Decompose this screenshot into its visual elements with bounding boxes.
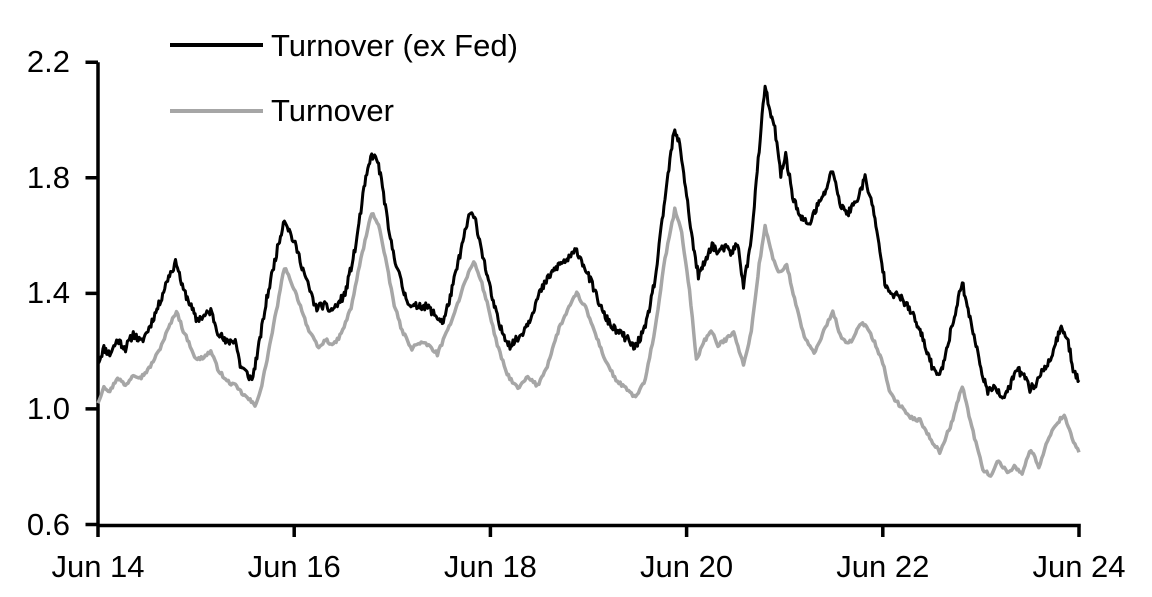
legend-swatch-turnover: [170, 109, 263, 113]
x-axis-tick-label: Jun 16: [247, 549, 341, 584]
legend-label-turnover-ex-fed: Turnover (ex Fed): [271, 28, 518, 63]
x-axis-tick-label: Jun 20: [640, 549, 734, 584]
y-axis-tick-label: 1.0: [26, 390, 70, 426]
legend-swatch-turnover-ex-fed: [170, 43, 263, 47]
x-axis-tick-label: Jun 24: [1032, 549, 1126, 584]
series-line-turnover-ex-fed: [97, 84, 1081, 400]
legend-label-turnover: Turnover: [271, 93, 394, 128]
x-axis-tick-label: Jun 18: [443, 549, 537, 584]
series-line-turnover: [96, 206, 1081, 478]
y-axis-tick-label: 1.8: [26, 159, 70, 195]
y-axis-tick-label: 2.2: [26, 44, 70, 80]
x-axis-tick-label: Jun 22: [836, 549, 930, 584]
y-axis-tick-label: 1.4: [26, 275, 70, 311]
y-axis-tick-label: 0.6: [26, 506, 70, 542]
axes: [85, 60, 1081, 537]
x-axis-tick-label: Jun 14: [51, 549, 145, 584]
